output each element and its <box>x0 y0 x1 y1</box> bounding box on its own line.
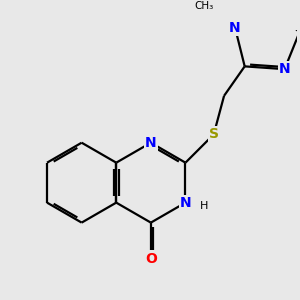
Text: O: O <box>145 252 157 266</box>
Text: N: N <box>279 62 290 76</box>
Text: CH₃: CH₃ <box>194 1 213 11</box>
Text: N: N <box>229 21 241 34</box>
Text: N: N <box>145 136 157 150</box>
Text: H: H <box>200 201 208 211</box>
Text: N: N <box>180 196 191 210</box>
Text: S: S <box>209 128 219 141</box>
